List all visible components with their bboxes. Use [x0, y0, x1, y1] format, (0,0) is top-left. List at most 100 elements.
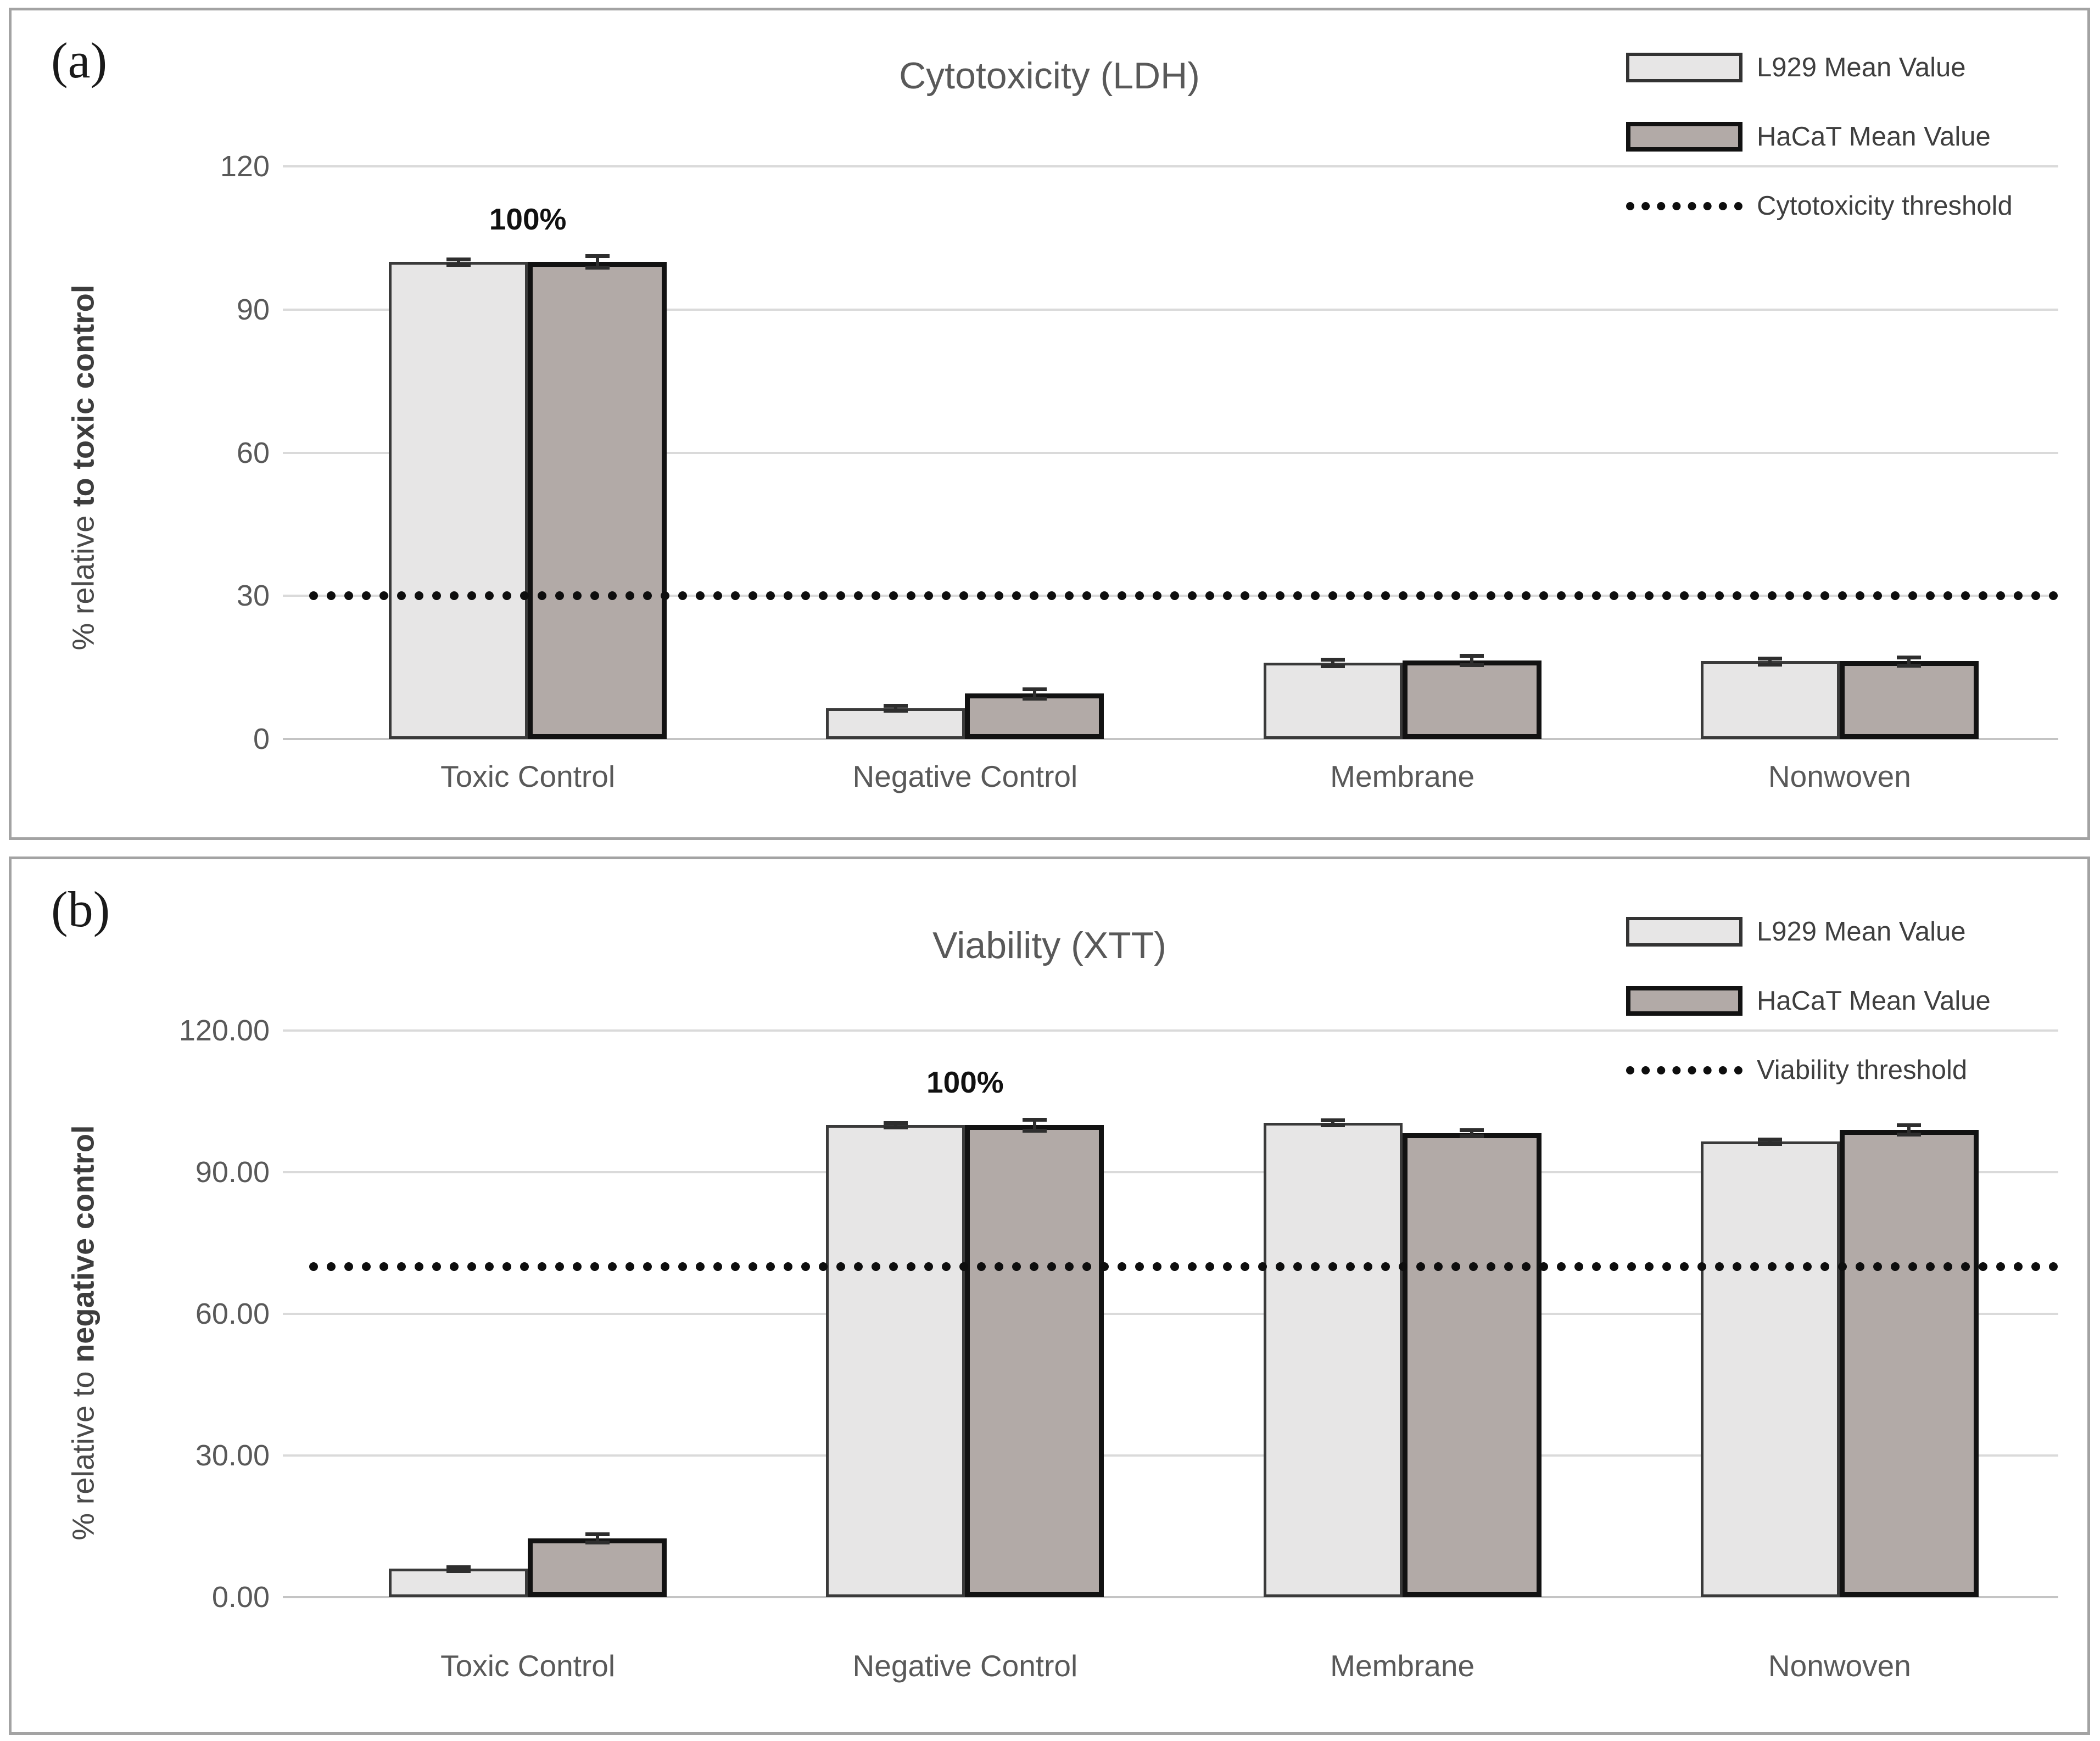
bar-l929-nonwoven [1700, 661, 1840, 739]
bar-hacat-negative-control [965, 1125, 1104, 1597]
x-label-membrane: Membrane [1330, 1649, 1475, 1683]
y-tick-0: 0 [253, 723, 270, 755]
gridline-120 [283, 165, 2058, 167]
error-bar-line [1331, 659, 1335, 666]
error-bar-cap-bottom [1460, 1134, 1484, 1138]
error-bar-cap-bottom [1758, 1142, 1783, 1146]
error-bar-cap-top [1758, 657, 1783, 661]
error-bar-cap-top [585, 254, 610, 259]
panel-a-label: (a) [51, 32, 108, 88]
x-label-nonwoven: Nonwoven [1768, 1649, 1911, 1683]
threshold-line-cytotoxicity-threshold [309, 591, 2058, 601]
error-bar-cap-bottom [883, 1126, 908, 1130]
y-tick-60.00: 60.00 [195, 1297, 270, 1330]
annotation-100-percent: 100% [489, 201, 567, 236]
error-bar-line [1032, 688, 1036, 699]
legend-label-l929: L929 Mean Value [1757, 53, 1966, 82]
error-bar-cap-top [446, 1565, 471, 1569]
y-tick-30.00: 30.00 [195, 1439, 270, 1472]
bar-l929-toxic-control [389, 261, 528, 739]
bar-l929-negative-control [826, 708, 965, 739]
l929-swatch-icon [1626, 917, 1742, 947]
y-tick-120.00: 120.00 [178, 1014, 270, 1047]
gridline-120.00 [283, 1029, 2058, 1032]
error-bar-cap-top [1897, 1123, 1922, 1127]
error-bar-cap-bottom [1758, 662, 1783, 667]
bar-hacat-membrane [1402, 660, 1542, 739]
panel-a-plot-area: 0 30 60 90 120 Toxic Control Negative Control M… [12, 10, 2087, 837]
gridline-90.00 [283, 1171, 2058, 1173]
error-bar-line [1032, 1119, 1036, 1131]
error-bar-cap-bottom [883, 708, 908, 713]
error-bar-cap-bottom [1897, 1133, 1922, 1137]
bar-hacat-membrane [1402, 1133, 1542, 1597]
error-bar-cap-top [1022, 1117, 1047, 1122]
error-bar-cap-bottom [1321, 664, 1345, 669]
error-bar-cap-bottom [585, 266, 610, 270]
x-label-toxic-control: Toxic Control [440, 1649, 616, 1683]
error-bar-line [595, 1533, 599, 1543]
gridline-60.00 [283, 1313, 2058, 1315]
error-bar-cap-bottom [1897, 664, 1922, 668]
error-bar-cap-top [883, 704, 908, 708]
l929-swatch-icon [1626, 53, 1742, 82]
error-bar-line [1907, 1125, 1911, 1135]
hacat-swatch-icon [1626, 986, 1742, 1016]
panel-b-plot-area: 0.00 30.00 60.00 90.00 120.00 Toxic Control Ne… [12, 859, 2087, 1732]
error-bar-cap-top [1321, 657, 1345, 662]
error-bar-cap-bottom [585, 1541, 610, 1545]
error-bar-cap-top [1460, 1128, 1484, 1133]
y-tick-90.00: 90.00 [195, 1156, 270, 1189]
bar-l929-membrane [1263, 1122, 1403, 1597]
error-bar-cap-top [446, 257, 471, 261]
bar-hacat-nonwoven [1839, 661, 1979, 739]
x-label-negative-control: Negative Control [852, 1649, 1078, 1683]
legend-label-l929: L929 Mean Value [1757, 917, 1966, 947]
error-bar-line [456, 259, 460, 265]
error-bar-line [595, 256, 599, 268]
y-tick-30: 30 [236, 579, 270, 613]
error-bar-line [1907, 657, 1911, 666]
error-bar-cap-bottom [1022, 697, 1047, 701]
bar-l929-membrane [1263, 662, 1403, 739]
error-bar-cap-top [1897, 655, 1922, 659]
error-bar-cap-top [883, 1121, 908, 1125]
bar-hacat-toxic-control [528, 261, 667, 739]
bar-l929-negative-control [826, 1125, 965, 1597]
x-label-toxic-control: Toxic Control [440, 759, 616, 793]
error-bar-line [1768, 658, 1772, 664]
dotted-line-icon [1626, 1066, 1742, 1074]
legend-item-threshold: Cytotoxicity threshold [1626, 181, 2013, 231]
legend-label-threshold: Viability threshold [1757, 1055, 1968, 1085]
panel-b-title: Viability (XTT) [932, 925, 1166, 966]
panel-a: (a) Cytotoxicity (LDH) % relative to tox… [9, 8, 2090, 840]
y-tick-90: 90 [236, 293, 270, 326]
legend-item-l929: L929 Mean Value [1626, 42, 2013, 93]
panel-b-legend: L929 Mean Value HaCaT Mean Value Viabili… [1626, 906, 1991, 1114]
x-label-membrane: Membrane [1330, 759, 1475, 793]
x-label-negative-control: Negative Control [852, 759, 1078, 793]
dotted-line-icon [1626, 201, 1742, 210]
annotation-100-percent: 100% [926, 1065, 1004, 1099]
legend-label-hacat: HaCaT Mean Value [1757, 986, 1991, 1016]
gridline-90 [283, 308, 2058, 311]
legend-label-threshold: Cytotoxicity threshold [1757, 191, 2013, 221]
y-tick-120: 120 [220, 150, 270, 183]
y-tick-60: 60 [236, 436, 270, 469]
error-bar-line [893, 1122, 897, 1128]
error-bar-cap-bottom [446, 263, 471, 267]
error-bar-line [893, 706, 897, 710]
threshold-line-viability-threshold [309, 1262, 2058, 1271]
x-label-nonwoven: Nonwoven [1768, 759, 1911, 793]
error-bar-cap-bottom [1321, 1123, 1345, 1127]
legend-item-l929: L929 Mean Value [1626, 906, 1991, 957]
error-bar-line [1470, 655, 1474, 665]
gridline-0.00 [283, 1596, 2058, 1598]
error-bar-cap-top [1022, 687, 1047, 691]
error-bar-cap-bottom [1022, 1129, 1047, 1133]
bar-hacat-toxic-control [528, 1538, 667, 1597]
error-bar-cap-top [1321, 1118, 1345, 1123]
error-bar-cap-bottom [1460, 663, 1484, 668]
gridline-30.00 [283, 1454, 2058, 1457]
legend-label-hacat: HaCaT Mean Value [1757, 122, 1991, 152]
